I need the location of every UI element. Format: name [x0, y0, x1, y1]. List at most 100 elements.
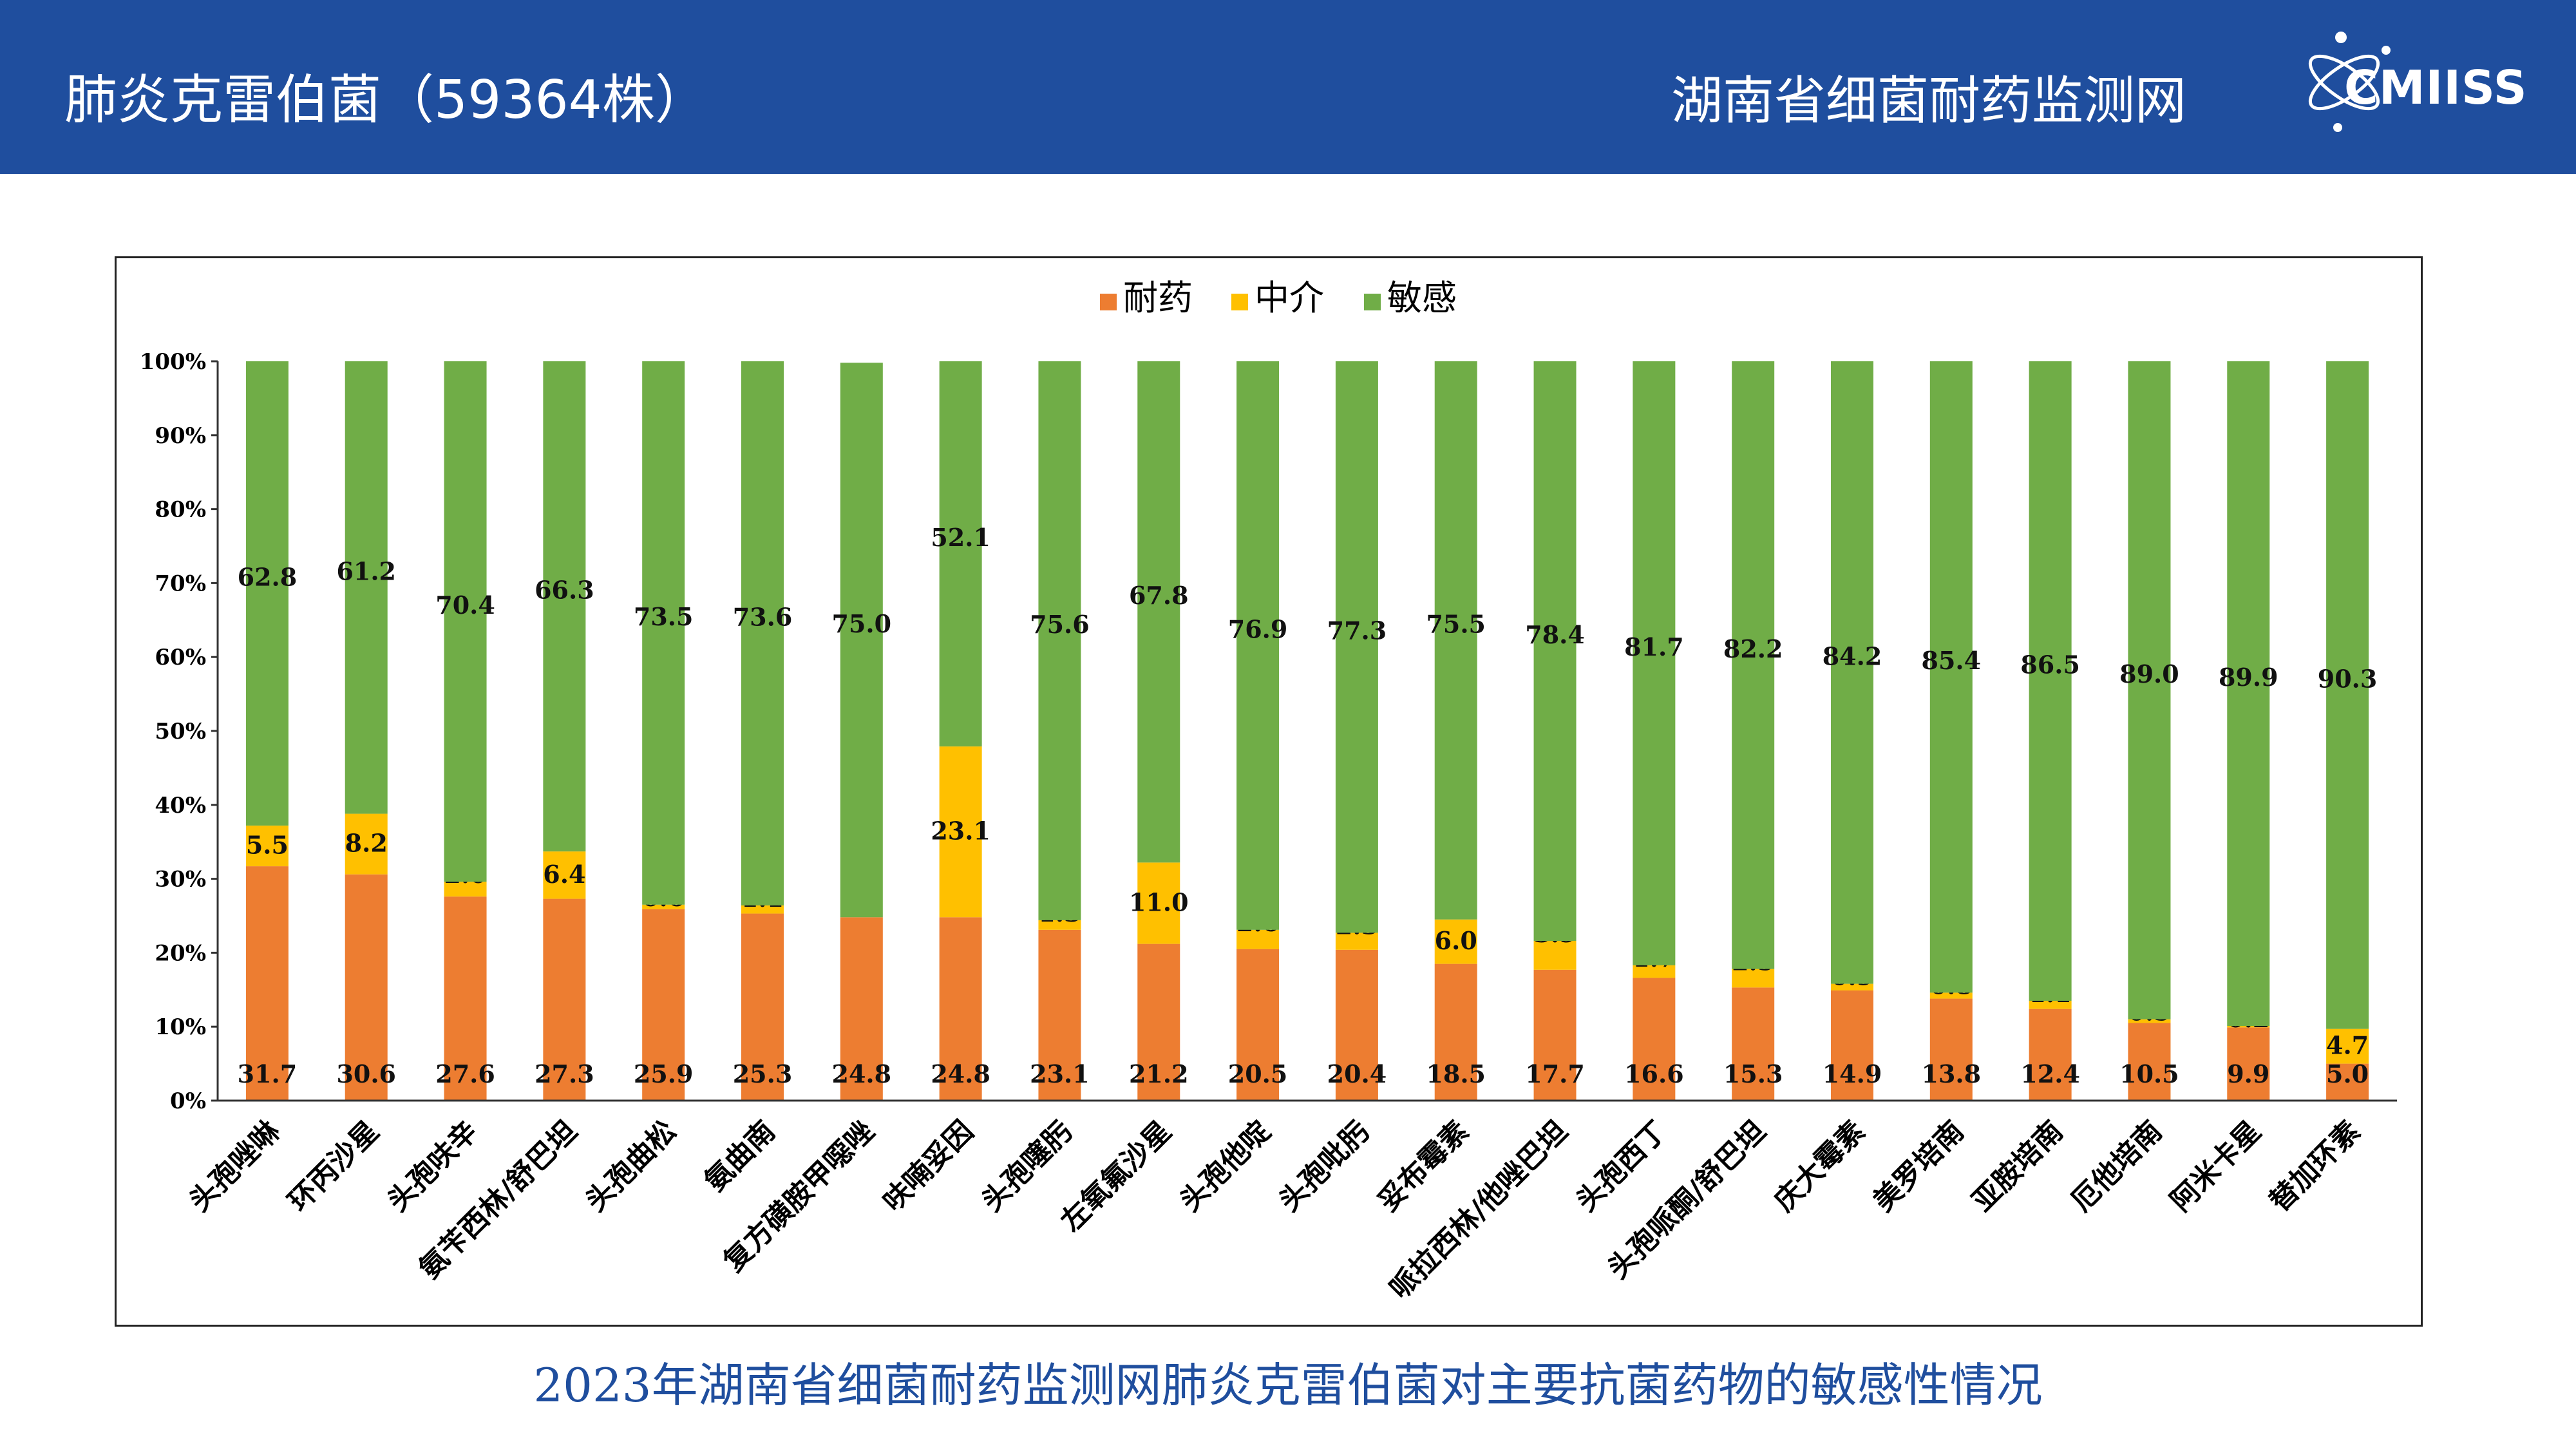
data-label-2: 73.5 — [634, 602, 694, 631]
data-label-2: 75.6 — [1030, 610, 1090, 639]
bar-segment-2 — [1831, 361, 1873, 984]
bar-segment-2 — [2227, 361, 2270, 1027]
data-label-2: 70.4 — [435, 591, 495, 620]
bar-segment-1 — [1335, 933, 1378, 950]
logo-text: CMIISS — [2344, 61, 2528, 115]
data-label-2: 62.8 — [238, 562, 298, 591]
y-tick-label: 40% — [155, 793, 206, 819]
data-label-0: 17.7 — [1525, 1059, 1585, 1088]
bar-segment-2 — [1038, 361, 1081, 920]
data-label-2: 82.2 — [1723, 634, 1783, 663]
y-axis: 0% 10% 20% 30% 40% 50% 60% 70% 80% 90% 100% — [140, 349, 219, 1114]
bar-segment-2 — [1137, 361, 1180, 863]
bar-segment-1 — [1732, 969, 1775, 988]
data-label-1: 6.0 — [1435, 926, 1477, 955]
data-label-0: 23.1 — [1030, 1059, 1090, 1088]
bar-segment-0 — [2227, 1027, 2270, 1101]
data-label-0: 12.4 — [2020, 1059, 2080, 1088]
x-tick-label: 头孢噻肟 — [976, 1115, 1079, 1218]
bar-segment-2 — [1732, 361, 1775, 969]
data-label-0: 20.5 — [1228, 1059, 1288, 1088]
data-label-2: 76.9 — [1228, 614, 1288, 643]
x-tick-label: 美罗培南 — [1867, 1115, 1971, 1218]
bar-segment-1 — [345, 813, 388, 875]
legend-label-0: 耐药 — [1123, 278, 1193, 318]
bar-segment-1 — [1137, 862, 1180, 944]
x-tick-label: 亚胺培南 — [1966, 1115, 2070, 1218]
data-label-1: 6.4 — [543, 860, 585, 889]
data-label-0: 27.3 — [535, 1059, 594, 1088]
bar-segment-1 — [1236, 929, 1280, 949]
bar-segment-1 — [1038, 920, 1081, 930]
bar-segment-1 — [741, 905, 784, 914]
y-tick-label: 30% — [155, 867, 206, 893]
data-label-1: 11.0 — [1129, 887, 1189, 916]
data-label-2: 67.8 — [1129, 581, 1189, 610]
data-label-2: 89.9 — [2219, 663, 2278, 692]
organization-name: 湖南省细菌耐药监测网 — [1671, 71, 2186, 131]
bar-segment-0 — [345, 874, 388, 1101]
data-label-0: 13.8 — [1922, 1059, 1982, 1088]
bar-segment-2 — [642, 361, 685, 905]
bar-segment-0 — [2029, 1009, 2072, 1101]
x-tick-label: 头孢西丁 — [1570, 1115, 1674, 1218]
x-tick-label: 氨曲南 — [698, 1115, 781, 1198]
bar-segment-2 — [543, 361, 586, 852]
bar-segment-1 — [2326, 1028, 2369, 1064]
data-label-2: 89.0 — [2119, 659, 2179, 688]
x-tick-label: 呋喃妥因 — [876, 1115, 980, 1218]
data-label-0: 18.5 — [1426, 1059, 1486, 1088]
bar-segment-1 — [939, 746, 982, 918]
x-tick-label: 哌拉西林/他唑巴坦 — [1383, 1115, 1574, 1305]
data-label-0: 24.8 — [931, 1059, 990, 1088]
bar-segment-1 — [2029, 1001, 2072, 1009]
bar-segment-0 — [2128, 1023, 2171, 1101]
bar-segment-1 — [444, 882, 487, 897]
data-label-2: 86.5 — [2020, 650, 2080, 679]
data-label-2: 73.6 — [733, 602, 793, 631]
y-tick-label: 0% — [170, 1088, 206, 1114]
bar-segment-1 — [1434, 919, 1477, 964]
x-tick-label: 环丙沙星 — [282, 1115, 386, 1218]
x-tick-label: 庆大霉素 — [1768, 1115, 1871, 1218]
page-title: 肺炎克雷伯菌（59364株） — [64, 70, 708, 131]
y-tick-label: 70% — [155, 571, 206, 596]
data-label-0: 24.8 — [832, 1059, 892, 1088]
header-bar: 肺炎克雷伯菌（59364株） 湖南省细菌耐药监测网 CMIISS — [0, 0, 2576, 174]
x-tick-label: 头孢吡肟 — [1273, 1115, 1376, 1218]
x-tick-label: 妥布霉素 — [1372, 1115, 1475, 1218]
data-label-2: 52.1 — [931, 523, 990, 552]
data-label-0: 5.0 — [2326, 1059, 2369, 1088]
bar-segment-0 — [939, 917, 982, 1101]
data-label-2: 85.4 — [1922, 646, 1982, 675]
data-label-0: 9.9 — [2227, 1059, 2269, 1088]
data-label-0: 10.5 — [2119, 1059, 2179, 1088]
bar-segment-2 — [1335, 361, 1378, 933]
bar-segment-2 — [1929, 361, 1973, 993]
x-tick-label: 头孢唑啉 — [183, 1115, 287, 1218]
data-label-0: 15.3 — [1723, 1059, 1783, 1088]
data-label-0: 25.3 — [733, 1059, 793, 1088]
y-tick-label: 50% — [155, 719, 206, 744]
bar-segment-1 — [2227, 1026, 2270, 1028]
legend-label-2: 敏感 — [1387, 278, 1457, 318]
data-label-0: 20.4 — [1327, 1059, 1387, 1088]
bar-segment-0 — [642, 909, 685, 1101]
stacked-bar-chart: 耐药 中介 敏感 0% 10% 20% 30% 40% 50% 60% 70% 80% 90% 100%… — [140, 278, 2397, 1305]
y-tick-label: 20% — [155, 940, 206, 966]
bar-segment-2 — [2128, 361, 2171, 1019]
bar-segment-1 — [543, 851, 586, 899]
x-tick-label: 头孢曲松 — [579, 1115, 683, 1218]
bar-segment-0 — [1831, 990, 1873, 1101]
bar-segment-0 — [1137, 943, 1180, 1101]
bar-segment-2 — [1633, 361, 1676, 965]
bar-segment-0 — [1732, 987, 1775, 1101]
bar-segment-1 — [642, 904, 685, 909]
bar-segment-1 — [1929, 992, 1973, 999]
y-tick-label: 10% — [155, 1014, 206, 1040]
bar-segment-0 — [741, 913, 784, 1101]
bar-segment-1 — [245, 825, 289, 867]
bar-segment-1 — [2128, 1019, 2171, 1023]
chart-caption: 2023年湖南省细菌耐药监测网肺炎克雷伯菌对主要抗菌药物的敏感性情况 — [533, 1358, 2043, 1412]
